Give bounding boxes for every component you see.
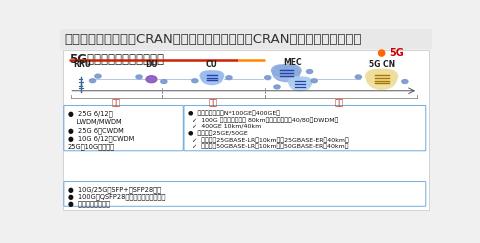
- Text: LWDM/MWDM: LWDM/MWDM: [68, 119, 121, 125]
- Text: ●  10G 6/12波CWDM: ● 10G 6/12波CWDM: [68, 135, 134, 142]
- Ellipse shape: [288, 77, 302, 86]
- Ellipse shape: [402, 80, 408, 83]
- Ellipse shape: [273, 65, 300, 81]
- Text: ✓  100G 低成本相干要求 80km及以上（核心：40/80波DWDM）: ✓ 100G 低成本相干要求 80km及以上（核心：40/80波DWDM）: [188, 117, 338, 123]
- Ellipse shape: [311, 79, 317, 83]
- Bar: [63, 50, 429, 210]
- Ellipse shape: [272, 65, 289, 76]
- Ellipse shape: [284, 65, 301, 76]
- Ellipse shape: [136, 75, 142, 79]
- Text: CU: CU: [206, 60, 218, 69]
- Text: ●  低成本、互联互通: ● 低成本、互联互通: [68, 201, 110, 208]
- Ellipse shape: [306, 69, 312, 73]
- Ellipse shape: [379, 70, 397, 83]
- Ellipse shape: [274, 85, 280, 89]
- Text: 中传: 中传: [209, 98, 218, 107]
- Text: 5G CN: 5G CN: [369, 60, 395, 69]
- Text: ●  接入层：25GE/50GE: ● 接入层：25GE/50GE: [188, 130, 248, 136]
- FancyBboxPatch shape: [64, 105, 183, 151]
- Ellipse shape: [367, 69, 396, 89]
- Text: ●  100G：QSFP28等高密度、低功耗封装: ● 100G：QSFP28等高密度、低功耗封装: [68, 194, 165, 200]
- Text: ✓  400GE 10km/40km: ✓ 400GE 10km/40km: [188, 124, 261, 129]
- Ellipse shape: [146, 76, 157, 83]
- Ellipse shape: [201, 71, 223, 85]
- Text: 共建共享的模式下，CRAN将成为主要应用场景。CRAN具备以下几种优势：: 共建共享的模式下，CRAN将成为主要应用场景。CRAN具备以下几种优势：: [65, 33, 362, 46]
- Ellipse shape: [161, 80, 167, 83]
- Text: ●  汇聚、核心层：N*100GE或400GE；: ● 汇聚、核心层：N*100GE或400GE；: [188, 111, 280, 116]
- Ellipse shape: [355, 75, 361, 79]
- Text: 回传: 回传: [335, 98, 344, 107]
- Text: 5G: 5G: [389, 48, 404, 58]
- Text: ✓  单纤双向25GBASE-LR（10km），25GBASE-ER（40km）: ✓ 单纤双向25GBASE-LR（10km），25GBASE-ER（40km）: [188, 137, 348, 143]
- Ellipse shape: [366, 70, 384, 83]
- Ellipse shape: [95, 74, 101, 78]
- Ellipse shape: [298, 77, 312, 86]
- Ellipse shape: [210, 71, 224, 80]
- Ellipse shape: [379, 50, 385, 56]
- Ellipse shape: [264, 76, 271, 80]
- Text: DU: DU: [145, 60, 158, 69]
- Text: 25G与10G混合组网: 25G与10G混合组网: [68, 143, 115, 150]
- Ellipse shape: [89, 79, 96, 83]
- Text: ●  25G 6波CWDM: ● 25G 6波CWDM: [68, 127, 123, 134]
- Ellipse shape: [226, 76, 232, 80]
- Text: 前传: 前传: [112, 98, 121, 107]
- Text: RRU: RRU: [73, 60, 92, 69]
- Ellipse shape: [200, 71, 214, 80]
- FancyBboxPatch shape: [184, 105, 426, 151]
- Ellipse shape: [289, 77, 311, 91]
- Text: MEC: MEC: [283, 58, 302, 67]
- Text: ●  25G 6/12波: ● 25G 6/12波: [68, 111, 112, 117]
- Text: 5G承载技术方案及产业研究: 5G承载技术方案及产业研究: [69, 53, 164, 66]
- Text: ✓  单纤双向50GBASE-LR（10km），50GBASE-ER（40km）: ✓ 单纤双向50GBASE-LR（10km），50GBASE-ER（40km）: [188, 144, 348, 149]
- Bar: [60, 29, 432, 48]
- Text: ●  10G/25G：SFP+与SFP28兼容: ● 10G/25G：SFP+与SFP28兼容: [68, 186, 161, 193]
- Ellipse shape: [192, 79, 198, 83]
- FancyBboxPatch shape: [64, 182, 426, 206]
